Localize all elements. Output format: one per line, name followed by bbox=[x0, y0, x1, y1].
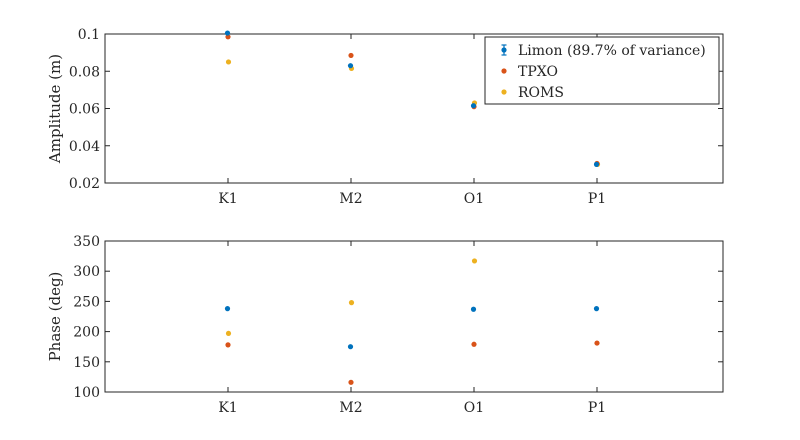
y-tick-label: 200 bbox=[73, 325, 100, 341]
data-point-tpxo bbox=[594, 340, 600, 346]
x-tick-label: P1 bbox=[588, 191, 606, 207]
y-tick-label: 0.06 bbox=[69, 102, 100, 118]
y-axis-label: Phase (deg) bbox=[46, 272, 64, 362]
data-point-limon bbox=[347, 63, 354, 69]
legend: Limon (89.7% of variance) TPXO ROMS bbox=[484, 36, 720, 105]
y-tick-label: 250 bbox=[73, 294, 100, 310]
y-axis-label: Amplitude (m) bbox=[46, 54, 64, 164]
data-point-limon bbox=[593, 161, 600, 167]
legend-label: ROMS bbox=[518, 85, 564, 101]
y-tick-label: 0.1 bbox=[78, 27, 100, 43]
y-tick-label: 0.02 bbox=[69, 176, 100, 192]
legend-label: Limon (89.7% of variance) bbox=[518, 43, 706, 59]
x-tick-label: M2 bbox=[339, 191, 362, 207]
y-tick-label: 350 bbox=[73, 234, 100, 250]
data-point-limon bbox=[470, 306, 477, 312]
data-point-limon bbox=[224, 30, 231, 36]
x-tick-label: O1 bbox=[464, 400, 484, 416]
data-point-roms bbox=[225, 330, 232, 337]
x-tick-label: K1 bbox=[218, 191, 237, 207]
data-point-limon bbox=[470, 103, 477, 109]
x-tick-label: K1 bbox=[218, 400, 237, 416]
data-point-tpxo bbox=[348, 52, 354, 59]
y-tick-label: 100 bbox=[73, 385, 100, 401]
legend-marker-limon bbox=[501, 47, 507, 53]
x-tick-label: O1 bbox=[464, 191, 484, 207]
data-point-roms bbox=[471, 258, 478, 264]
y-tick-label: 300 bbox=[73, 264, 100, 280]
data-point-roms bbox=[225, 59, 232, 65]
data-point-limon bbox=[224, 306, 231, 312]
data-point-tpxo bbox=[348, 379, 354, 385]
x-tick-label: P1 bbox=[588, 400, 606, 416]
x-tick-label: M2 bbox=[339, 400, 362, 416]
plot-area bbox=[104, 240, 724, 393]
amplitude-chart: 0.02 0.04 0.06 0.08 0.1 K1 M2 O1 P1 Amplitude (m)… bbox=[46, 27, 724, 207]
data-point-tpxo bbox=[225, 342, 231, 348]
legend-marker-tpxo bbox=[501, 68, 507, 74]
legend-label: TPXO bbox=[518, 64, 558, 80]
legend-box bbox=[484, 36, 720, 105]
y-tick-label: 150 bbox=[73, 355, 100, 371]
y-tick-label: 0.04 bbox=[69, 139, 100, 155]
phase-chart: 100 150 200 250 300 350 K1 M2 O1 P1 Phase (deg) bbox=[46, 234, 724, 416]
data-point-limon bbox=[347, 344, 354, 350]
legend-marker-roms bbox=[501, 89, 507, 95]
y-tick-label: 0.08 bbox=[69, 64, 100, 80]
data-point-limon bbox=[593, 306, 600, 312]
data-point-tpxo bbox=[471, 341, 477, 347]
data-point-roms bbox=[348, 300, 355, 306]
